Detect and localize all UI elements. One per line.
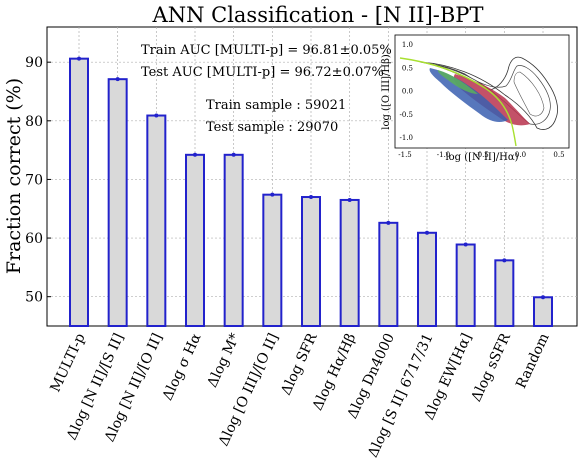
bar [301,196,321,327]
x-tick-label: Δlog M* [204,331,243,390]
inset-y-tick-label: 0.0 [402,88,413,96]
inset-contours [399,56,558,147]
bar-marker [193,152,197,157]
bar-marker [115,77,120,82]
bar-marker [270,192,275,197]
inset-x-tick-label: 0.5 [553,151,564,159]
bar [339,198,360,327]
y-tick-label: 90 [25,55,43,71]
bar [223,153,244,327]
inset-y-tick-label: -1.0 [400,134,414,142]
bar-marker [425,230,429,235]
y-tick-label: 50 [25,290,43,306]
x-tick-label: Δlog σ Hα [160,330,205,403]
x-tick-label: Δlog SFR [278,331,321,398]
inset-contour-outer [419,56,558,130]
y-tick-label: 70 [25,172,43,188]
train-auc-annotation: Train AUC [MULTI-p] = 96.81±0.05% [141,43,392,58]
bar [185,153,205,327]
inset-kauffmann-curve [399,57,517,147]
inset-x-tick-label: -1.5 [398,151,412,159]
inset-y-tick-label: -0.5 [400,111,414,119]
bar [107,78,128,327]
inset-ticks: -1.5 -1.0 -0.5 0.0 0.5 1.0 0.5 0.0 -0.5 -1.0 [398,41,564,159]
inset-x-tick-label: 0.0 [515,151,526,159]
bar-marker [309,195,313,200]
inset-x-tick-label: -0.5 [475,151,489,159]
inset-y-label: log ([O III]/Hβ) [381,54,392,130]
chart-title: ANN Classification - [N II]-BPT [152,3,484,27]
bar-marker [463,242,468,247]
bar [262,193,283,327]
bar [69,57,89,328]
bar-marker [502,258,507,263]
x-tick-label: Random [513,331,552,391]
bar [146,114,167,327]
y-tick-label: 60 [25,231,43,247]
annotations: Train AUC [MULTI-p] = 96.81±0.05% Test A… [141,43,392,135]
bar [455,243,476,327]
test-auc-annotation: Test AUC [MULTI-p] = 96.72±0.07% [141,65,384,80]
y-axis-label: Fraction correct (%) [3,78,25,274]
train-sample-annotation: Train sample : 59021 [206,98,346,113]
bar [378,221,399,327]
bar-marker [77,56,81,61]
test-sample-annotation: Test sample : 29070 [206,120,338,135]
bar-marker [386,220,391,225]
x-tick-label: MULTI-p [48,331,89,395]
inset-x-tick-label: -1.0 [437,151,451,159]
bar [494,259,515,327]
inset-starforming-red [453,74,530,126]
inset-y-tick-label: 0.5 [402,64,413,72]
inset-contour-inner [513,71,545,117]
inset-x-label: log ([N II]/Hα) [445,152,518,163]
bar [533,296,553,328]
x-tick-label: Δlog sSFR [468,331,514,405]
bar-marker [347,197,352,202]
inset-y-tick-label: 1.0 [402,41,413,49]
bpt-inset: -1.5 -1.0 -0.5 0.0 0.5 1.0 0.5 0.0 -0.5 -1.0 log … [381,34,570,163]
inset-starforming-blue [429,68,508,122]
bar-marker [541,295,545,300]
bar-marker [154,113,159,118]
bar-marker [231,152,236,157]
y-axis-ticks: 50 60 70 80 90 [25,55,51,306]
bar [417,231,437,327]
y-tick-label: 80 [25,114,43,130]
inset-starforming-green [437,70,478,94]
bars [69,56,553,328]
